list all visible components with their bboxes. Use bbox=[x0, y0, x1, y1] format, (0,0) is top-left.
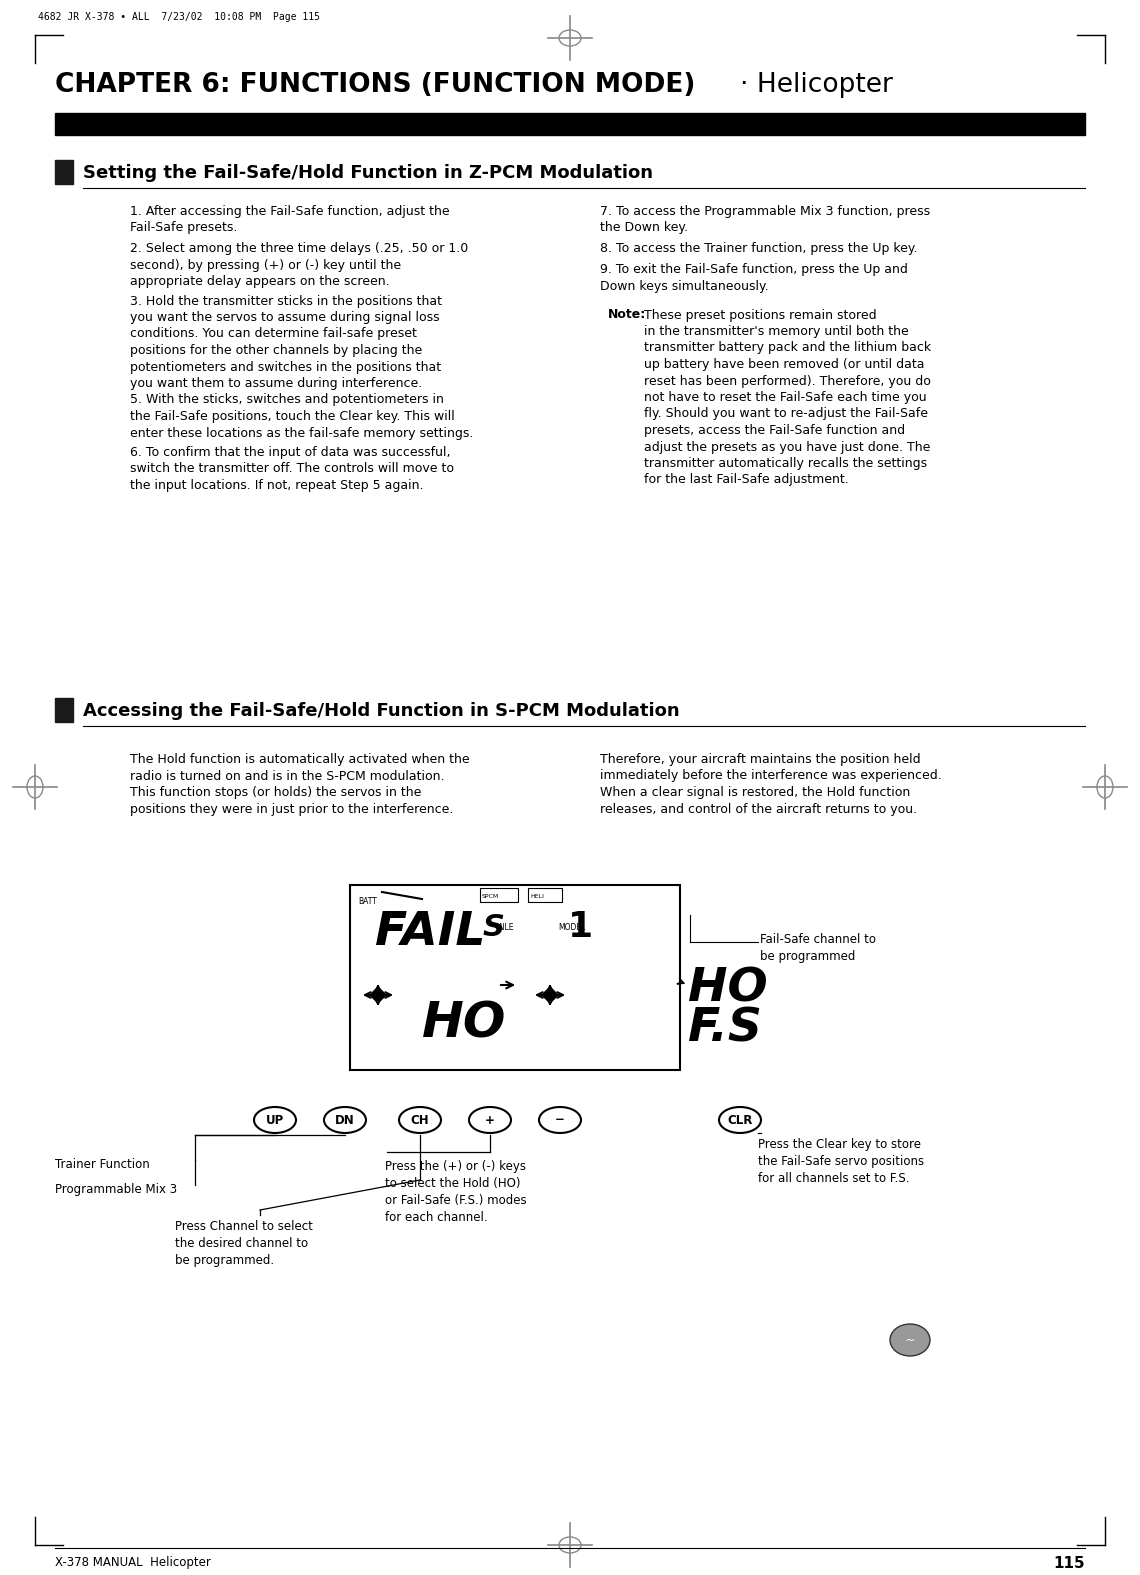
Text: Trainer Function: Trainer Function bbox=[55, 1158, 149, 1170]
Text: 2. Select among the three time delays (.25, .50 or 1.0
second), by pressing (+) : 2. Select among the three time delays (.… bbox=[130, 243, 469, 288]
Text: 6. To confirm that the input of data was successful,
switch the transmitter off.: 6. To confirm that the input of data was… bbox=[130, 446, 454, 491]
Ellipse shape bbox=[254, 1107, 296, 1132]
Ellipse shape bbox=[324, 1107, 366, 1132]
Text: Press the Clear key to store
the Fail-Safe servo positions
for all channels set : Press the Clear key to store the Fail-Sa… bbox=[758, 1139, 925, 1184]
Text: +: + bbox=[484, 1114, 495, 1126]
Ellipse shape bbox=[399, 1107, 441, 1132]
Text: Press the (+) or (-) keys
to select the Hold (HO)
or Fail-Safe (F.S.) modes
for : Press the (+) or (-) keys to select the … bbox=[385, 1161, 527, 1224]
Text: S: S bbox=[483, 913, 505, 942]
Text: X-378 MANUAL  Helicopter: X-378 MANUAL Helicopter bbox=[55, 1556, 211, 1569]
Text: −: − bbox=[555, 1114, 565, 1126]
Text: 1: 1 bbox=[568, 910, 593, 943]
Polygon shape bbox=[370, 988, 386, 1003]
Bar bbox=[55, 113, 1085, 135]
Text: The Hold function is automatically activated when the
radio is turned on and is : The Hold function is automatically activ… bbox=[130, 753, 470, 816]
Text: Fail-Safe channel to
be programmed: Fail-Safe channel to be programmed bbox=[760, 932, 876, 962]
Text: Therefore, your aircraft maintains the position held
immediately before the inte: Therefore, your aircraft maintains the p… bbox=[600, 753, 942, 816]
Text: 9. To exit the Fail-Safe function, press the Up and
Down keys simultaneously.: 9. To exit the Fail-Safe function, press… bbox=[600, 263, 907, 293]
Text: HO: HO bbox=[422, 1000, 506, 1047]
Bar bbox=[55, 698, 73, 721]
Ellipse shape bbox=[890, 1325, 930, 1356]
Text: Press Channel to select
the desired channel to
be programmed.: Press Channel to select the desired chan… bbox=[176, 1221, 312, 1266]
Text: 1. After accessing the Fail-Safe function, adjust the
Fail-Safe presets.: 1. After accessing the Fail-Safe functio… bbox=[130, 205, 449, 235]
Text: 3. Hold the transmitter sticks in the positions that
you want the servos to assu: 3. Hold the transmitter sticks in the po… bbox=[130, 295, 442, 391]
Text: AILE: AILE bbox=[498, 923, 514, 932]
Text: 8. To access the Trainer function, press the Up key.: 8. To access the Trainer function, press… bbox=[600, 243, 918, 255]
Text: HO: HO bbox=[689, 967, 767, 1013]
Text: CLR: CLR bbox=[727, 1114, 752, 1126]
Text: F.S: F.S bbox=[689, 1006, 762, 1052]
Text: SPCM: SPCM bbox=[482, 895, 499, 899]
Text: UP: UP bbox=[266, 1114, 284, 1126]
Text: Setting the Fail-Safe/Hold Function in Z-PCM Modulation: Setting the Fail-Safe/Hold Function in Z… bbox=[83, 164, 653, 183]
Text: CH: CH bbox=[410, 1114, 430, 1126]
Text: MODEL: MODEL bbox=[557, 923, 585, 932]
Ellipse shape bbox=[469, 1107, 511, 1132]
Text: Note:: Note: bbox=[608, 309, 646, 321]
Text: DN: DN bbox=[335, 1114, 355, 1126]
Text: 7. To access the Programmable Mix 3 function, press
the Down key.: 7. To access the Programmable Mix 3 func… bbox=[600, 205, 930, 235]
Ellipse shape bbox=[719, 1107, 762, 1132]
Text: 115: 115 bbox=[1053, 1556, 1085, 1570]
Text: CHAPTER 6: FUNCTIONS (FUNCTION MODE): CHAPTER 6: FUNCTIONS (FUNCTION MODE) bbox=[55, 72, 695, 98]
Polygon shape bbox=[542, 988, 557, 1003]
Text: Programmable Mix 3: Programmable Mix 3 bbox=[55, 1183, 177, 1195]
Text: Accessing the Fail-Safe/Hold Function in S-PCM Modulation: Accessing the Fail-Safe/Hold Function in… bbox=[83, 702, 679, 720]
Bar bbox=[528, 888, 562, 902]
Text: These preset positions remain stored
in the transmitter's memory until both the
: These preset positions remain stored in … bbox=[644, 309, 931, 487]
Bar bbox=[55, 161, 73, 184]
Text: ~: ~ bbox=[905, 1334, 915, 1347]
Bar bbox=[480, 888, 518, 902]
Text: 5. With the sticks, switches and potentiometers in
the Fail-Safe positions, touc: 5. With the sticks, switches and potenti… bbox=[130, 394, 473, 439]
Text: BATT: BATT bbox=[358, 898, 377, 906]
Text: 4682 JR X-378 • ALL  7/23/02  10:08 PM  Page 115: 4682 JR X-378 • ALL 7/23/02 10:08 PM Pag… bbox=[38, 13, 320, 22]
Text: · Helicopter: · Helicopter bbox=[740, 72, 893, 98]
Text: FAIL: FAIL bbox=[375, 910, 486, 954]
Text: HELI: HELI bbox=[530, 895, 544, 899]
Bar bbox=[350, 885, 679, 1069]
Ellipse shape bbox=[539, 1107, 581, 1132]
